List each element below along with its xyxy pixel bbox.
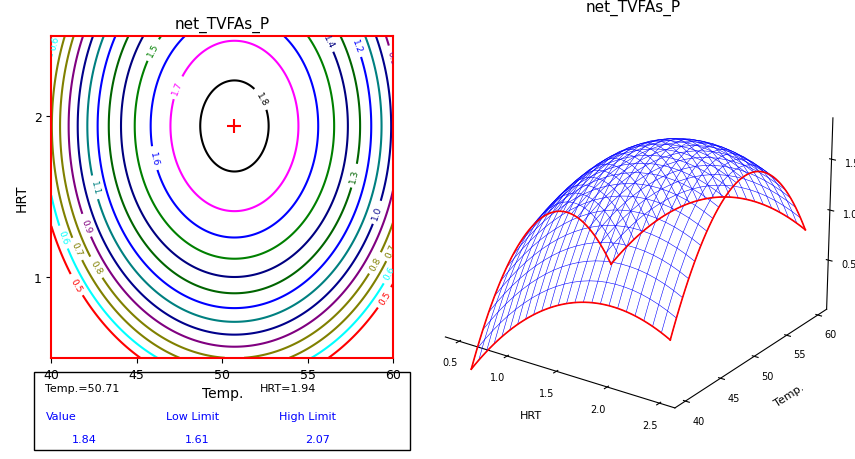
Text: Temp.=50.71: Temp.=50.71: [45, 384, 120, 393]
X-axis label: HRT: HRT: [520, 410, 542, 420]
Text: 0.5: 0.5: [377, 289, 392, 306]
Text: 1.1: 1.1: [89, 180, 101, 196]
Text: Low Limit: Low Limit: [166, 411, 219, 421]
Text: High Limit: High Limit: [279, 411, 336, 421]
Text: 0.5: 0.5: [69, 277, 84, 294]
Text: 1.3: 1.3: [348, 168, 361, 185]
Text: 1.8: 1.8: [254, 91, 269, 108]
Text: 0.7: 0.7: [70, 241, 84, 258]
Text: 1.61: 1.61: [185, 434, 209, 443]
Text: 1.6: 1.6: [148, 151, 160, 167]
Text: 1.7: 1.7: [171, 80, 184, 96]
Text: 0.8: 0.8: [89, 259, 103, 276]
Text: 0.8: 0.8: [368, 255, 382, 272]
Text: 0.6: 0.6: [382, 265, 397, 281]
Text: 1.2: 1.2: [351, 38, 364, 55]
Text: 1.4: 1.4: [321, 34, 335, 50]
Text: HRT=1.94: HRT=1.94: [260, 384, 316, 393]
Text: 0.9: 0.9: [80, 218, 93, 234]
Y-axis label: HRT: HRT: [15, 184, 28, 211]
Y-axis label: Temp.: Temp.: [773, 382, 805, 409]
Title: net_TVFAs_P: net_TVFAs_P: [174, 17, 270, 33]
Text: 0.7: 0.7: [385, 242, 398, 259]
Text: 1.0: 1.0: [370, 205, 384, 221]
Text: 2.07: 2.07: [305, 434, 330, 443]
Text: 1.84: 1.84: [72, 434, 97, 443]
Text: 0.9: 0.9: [386, 50, 398, 66]
Title: net_TVFAs_P: net_TVFAs_P: [585, 0, 681, 16]
Text: Value: Value: [45, 411, 76, 421]
Text: 1.5: 1.5: [145, 42, 160, 59]
Text: 0.6: 0.6: [49, 35, 61, 51]
X-axis label: Temp.: Temp.: [202, 386, 243, 400]
Text: 0.6: 0.6: [56, 230, 70, 246]
